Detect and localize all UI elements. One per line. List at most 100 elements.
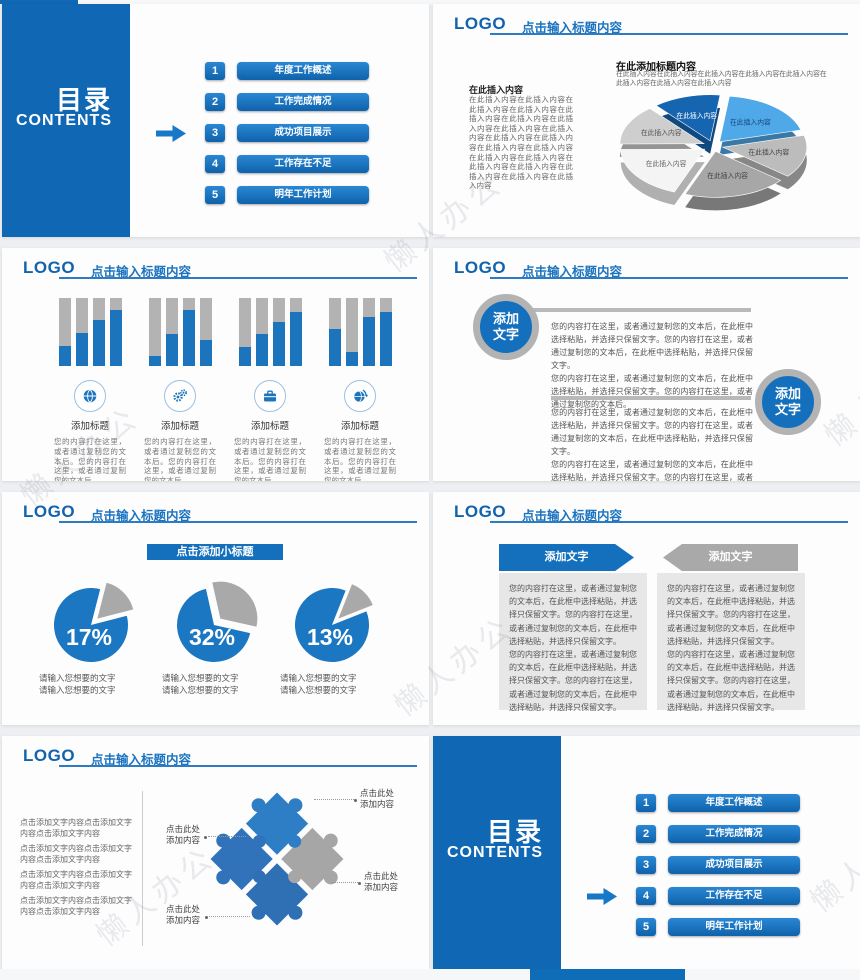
puzzle-svg (210, 792, 344, 926)
bar-chart-group: 添加标题您的内容打在这里，或者通过复制您的文本后。您的内容打在这里，或者通过复制… (322, 298, 398, 481)
toc-item: 2 工作完成情况 (636, 825, 800, 843)
arrow-right-icon (587, 888, 617, 905)
bar-track (182, 298, 195, 366)
header-rule (490, 277, 848, 279)
item-body: 您的内容打在这里，或者通过复制您的文本后。您的内容打在这里，或者通过复制您的文本… (324, 437, 396, 481)
percent-pie-chart: 13% (295, 584, 373, 662)
slide-title: 点击输入标题内容 (91, 265, 192, 279)
toc-item: 4 工作存在不足 (205, 155, 369, 173)
logo: LOGO (23, 746, 76, 765)
bar-track (92, 298, 105, 366)
bar-track (165, 298, 178, 366)
slide-thumbnail-percent-pies[interactable]: LOGO 点击输入标题内容 点击添加小标题 17% 请输入您想要的文字 请输入您想… (2, 492, 429, 725)
toc-subtitle: CONTENTS (16, 112, 112, 129)
bar-fill (92, 320, 105, 366)
logo: LOGO (23, 502, 76, 521)
callout-dot (205, 916, 208, 919)
pie-slice-label: 在此插入内容 (676, 111, 717, 120)
pie-slice-label: 在此插入内容 (730, 117, 771, 126)
pie-main-slice (295, 588, 369, 662)
item-title: 添加标题 (160, 421, 199, 432)
bar-fill (182, 310, 195, 366)
toc-item: 1 年度工作概述 (636, 794, 800, 812)
pie-slice (620, 148, 706, 193)
bar-track (199, 298, 212, 366)
logo: LOGO (454, 14, 507, 33)
toc-item-number: 1 (205, 62, 225, 80)
slide-title: 点击输入标题内容 (522, 265, 623, 279)
bar-track (345, 298, 358, 366)
slide-thumbnail-toc-2[interactable]: 目录 CONTENTS 1 年度工作概述 2 工作完成情况 3 成功项目展示 4 工作存在不足… (433, 736, 860, 969)
toc-item-number: 5 (205, 186, 225, 204)
bar-fill (148, 355, 161, 366)
logo: LOGO (454, 258, 507, 277)
pie-slice-label: 在此插入内容 (646, 159, 687, 168)
callout-dot (354, 799, 357, 802)
header-rule (59, 765, 417, 767)
list-item: 点击添加文字内容点击添加文字内容点击添加文字内容 (20, 870, 132, 890)
toc-item-label: 工作完成情况 (668, 825, 800, 843)
callout-dot (204, 836, 207, 839)
toc-item-number: 4 (636, 887, 656, 905)
slide-thumbnail-arrow-columns[interactable]: LOGO 点击输入标题内容 添加文字 您的内容打在这里，或者通过复制您的文本后，… (433, 492, 860, 725)
item-body: 您的内容打在这里，或者通过复制您的文本后。您的内容打在这里，或者通过复制您的文本… (54, 437, 126, 481)
body-paragraph: 您的内容打在这里，或者通过复制您的文本后，在此框中选择粘贴，并选择只保留文字。您… (551, 408, 753, 481)
bar-chart (52, 298, 128, 366)
pie-exploded-slice (338, 584, 373, 619)
slide-thumbnail-bar-charts[interactable]: LOGO 点击输入标题内容 添加标题 您的内容打在这里，或者通过复制您的文本后。您… (2, 248, 429, 481)
toc-item-label: 工作完成情况 (237, 93, 369, 111)
toc-item: 5 明年工作计划 (636, 918, 800, 936)
bar-fill (289, 311, 302, 366)
bar-fill (345, 352, 358, 366)
bar-track (238, 298, 251, 366)
slide-thumbnail-3d-pie[interactable]: LOGO 点击输入标题内容 在此插入内容 在此插入内容在此插入内容在此插入内容在… (433, 4, 860, 237)
pie-slice (721, 135, 808, 177)
cropped-row-below (0, 969, 860, 980)
bar-fill (75, 333, 88, 366)
bar-chart (322, 298, 398, 366)
toc-item-label: 工作存在不足 (237, 155, 369, 173)
item-title: 添加标题 (340, 421, 379, 432)
bar-fill (328, 328, 341, 366)
toc-item-number: 4 (205, 155, 225, 173)
toc-item-label: 明年工作计划 (668, 918, 800, 936)
toc-item: 5 明年工作计划 (205, 186, 369, 204)
toc-item: 3 成功项目展示 (205, 124, 369, 142)
text-column: 添加文字 您的内容打在这里，或者通过复制您的文本后，在此框中选择粘贴，并选择只保… (499, 544, 647, 712)
header-rule (59, 277, 417, 279)
slide-title: 点击输入标题内容 (91, 753, 192, 767)
toc-item-label: 年度工作概述 (237, 62, 369, 80)
bar-fill (58, 345, 71, 366)
arrow-banner-blue: 添加文字 (499, 544, 634, 571)
pie-3d-svg: 在此插入内容在此插入内容在此插入内容在此插入内容在此插入内容在此插入内容 (619, 94, 808, 211)
callout-label: 点击此处 添加内容 (165, 824, 200, 845)
callout-label: 点击此处 添加内容 (360, 788, 395, 809)
bar-track (272, 298, 285, 366)
arrow-right-icon (156, 125, 186, 142)
toc-title: 目录 (486, 817, 543, 847)
pie-slice-label: 在此插入内容 (748, 148, 789, 157)
list-item: 点击添加文字内容点击添加文字内容点击添加文字内容 (20, 818, 132, 838)
divider-line (551, 396, 751, 400)
puzzle-knob (323, 833, 338, 848)
pie-main-slice (54, 588, 128, 662)
add-text-badge: 添加 文字 (755, 369, 821, 435)
bar-track (109, 298, 122, 366)
toc-item-number: 2 (205, 93, 225, 111)
slide-thumbnail-puzzle[interactable]: LOGO 点击输入标题内容 点击添加文字内容点击添加文字内容点击添加文字内容 点… (2, 736, 429, 969)
bar-chart-group: 添加标题 您的内容打在这里，或者通过复制您的文本后。您的内容打在这里，或者通过复制… (142, 298, 218, 481)
bar-fill (362, 317, 375, 366)
toc-item-number: 3 (636, 856, 656, 874)
slide-thumbnail-text-circles[interactable]: LOGO 点击输入标题内容 添加 文字 您的内容打在这里，或者通过复制您的文本后… (433, 248, 860, 481)
body-paragraph: 您的内容打在这里，或者通过复制您的文本后，在此框中选择粘贴，并选择只保留文字。您… (499, 573, 647, 712)
toc-subtitle: CONTENTS (447, 844, 543, 861)
bar-fill (255, 334, 268, 366)
chart-title: 在此添加标题内容 (616, 62, 696, 73)
briefcase-icon (254, 380, 286, 412)
puzzle-knob (251, 905, 266, 920)
slide-thumbnail-toc-1[interactable]: 目录 CONTENTS 1 年度工作概述 2 工作完成情况 3 成功项目展示 4 工作存在不足… (2, 4, 429, 237)
toc-item-number: 2 (636, 825, 656, 843)
cropped-slide-fragment (0, 0, 78, 4)
toc-item-number: 1 (636, 794, 656, 812)
